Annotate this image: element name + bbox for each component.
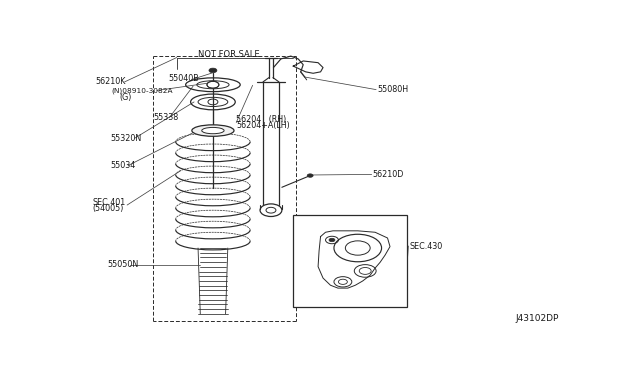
Text: 56204+A(LH): 56204+A(LH) <box>236 121 290 130</box>
Ellipse shape <box>192 125 234 136</box>
Text: 55050N: 55050N <box>108 260 138 269</box>
Text: 56218: 56218 <box>292 243 317 252</box>
Circle shape <box>307 174 313 177</box>
Bar <box>293 215 408 307</box>
Text: SEC.430: SEC.430 <box>410 241 443 250</box>
Text: 55320N: 55320N <box>111 134 142 143</box>
Text: 55338: 55338 <box>153 113 178 122</box>
Text: 55034: 55034 <box>111 161 136 170</box>
Text: J43102DP: J43102DP <box>515 314 559 323</box>
Text: (G): (G) <box>120 93 132 102</box>
Text: (54005): (54005) <box>92 204 124 213</box>
Text: (N)08910-3082A: (N)08910-3082A <box>111 87 173 94</box>
Text: 55040B: 55040B <box>168 74 199 83</box>
Text: NOT FOR SALE: NOT FOR SALE <box>198 51 260 60</box>
Text: 56204   (RH): 56204 (RH) <box>236 115 287 124</box>
Ellipse shape <box>202 128 224 134</box>
Text: 56210K: 56210K <box>95 77 125 86</box>
Circle shape <box>209 68 217 73</box>
Text: SEC.401: SEC.401 <box>92 198 125 207</box>
Text: 55080H: 55080H <box>378 85 409 94</box>
Circle shape <box>207 81 219 88</box>
Text: 56210D: 56210D <box>372 170 404 179</box>
Circle shape <box>329 238 335 242</box>
